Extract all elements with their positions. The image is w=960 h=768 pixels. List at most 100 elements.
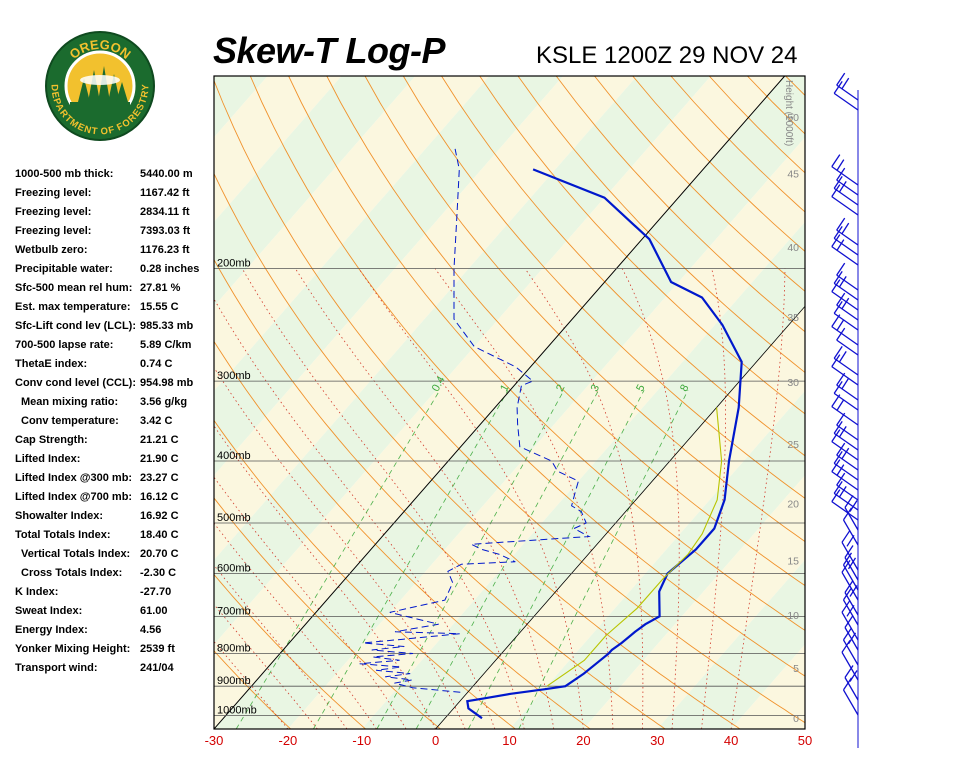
wind-barb — [833, 421, 859, 451]
mixing-ratio-line — [467, 390, 645, 729]
index-row: 700-500 lapse rate: 5.89 C/km — [15, 339, 215, 358]
wind-barb-flag — [836, 159, 845, 171]
dewpoint-trace — [359, 148, 591, 693]
index-label: Sfc-Lift cond lev (LCL): — [15, 320, 136, 332]
index-label: Cross Totals Index: — [21, 567, 123, 579]
mixing-ratio-line — [376, 390, 565, 729]
index-row: Lifted Index: 21.90 C — [15, 453, 215, 472]
index-value: 16.12 C — [140, 491, 179, 503]
temperature-band — [583, 475, 805, 729]
wind-barb-shaft — [842, 639, 859, 666]
index-label: Yonker Mixing Height: — [15, 643, 131, 655]
temperature-tick-label: -30 — [205, 733, 224, 748]
wind-barb-flag — [838, 351, 847, 363]
index-value: 2539 ft — [140, 643, 175, 655]
wind-barb-shaft — [836, 339, 859, 356]
wind-barb-flag — [841, 559, 851, 573]
dry-adiabat — [249, 76, 805, 677]
dry-adiabat — [900, 76, 960, 729]
index-row: Precipitable water: 0.28 inches — [15, 263, 215, 282]
wind-barb — [831, 279, 859, 311]
moist-adiabat — [434, 268, 614, 729]
index-value: 16.92 C — [140, 510, 179, 522]
index-value: 241/04 — [140, 662, 174, 674]
index-label: 700-500 lapse rate: — [15, 339, 114, 351]
wind-barb-flag — [842, 507, 853, 521]
mixing-ratio-line — [415, 390, 599, 729]
index-label: Freezing level: — [15, 225, 92, 237]
pressure-label: 200mb — [217, 258, 251, 270]
wind-barb-shaft — [831, 246, 859, 266]
index-row: Sweat Index: 61.00 — [15, 605, 215, 624]
height-tick-label: 35 — [787, 312, 799, 324]
index-value: 61.00 — [140, 605, 168, 617]
index-label: Vertical Totals Index: — [21, 548, 131, 560]
index-row: Total Totals Index: 18.40 C — [15, 529, 215, 548]
wind-barb — [836, 442, 859, 471]
wind-barb — [841, 599, 859, 641]
index-label: Sweat Index: — [15, 605, 83, 617]
index-value: 1176.23 ft — [140, 244, 190, 256]
index-label: Energy Index: — [15, 624, 88, 636]
station-time-label: KSLE 1200Z 29 NOV 24 — [536, 42, 798, 69]
zero-isotherm-line — [435, 305, 805, 729]
wind-barb-shaft — [833, 357, 859, 376]
wind-barb-flag — [833, 481, 843, 494]
wind-barb — [831, 184, 859, 216]
temperature-tick-label: -10 — [352, 733, 371, 748]
mixing-ratio-label: 5 — [634, 383, 647, 394]
wind-barb-shaft — [841, 611, 859, 641]
wind-barb-flag — [847, 557, 857, 570]
wind-barb — [831, 354, 859, 386]
oregon-department-of-forestry-logo: OREGON DEPARTMENT OF FORESTRY — [45, 31, 155, 141]
wind-barb-flag — [836, 472, 846, 486]
dry-adiabat — [214, 419, 516, 729]
index-value: 0.74 C — [140, 358, 173, 370]
wind-barb-flag — [842, 552, 853, 566]
isotherm-line — [214, 76, 786, 729]
temperature-band — [0, 76, 120, 729]
index-row: Lifted Index @700 mb: 16.12 C — [15, 491, 215, 510]
index-row: Est. max temperature: 15.55 C — [15, 301, 215, 320]
stability-indices-panel: 1000-500 mb thick: 5440.00 m Freezing leve… — [15, 168, 215, 681]
index-row: Wetbulb zero: 1176.23 ft — [15, 244, 215, 263]
wind-barb-flag — [836, 412, 846, 426]
dry-adiabat — [214, 650, 291, 729]
wind-barb-flag — [831, 314, 841, 327]
height-tick-label: 20 — [787, 498, 799, 510]
wind-barb-flag — [844, 665, 854, 678]
height-tick-label: 10 — [787, 610, 799, 622]
index-label: Freezing level: — [15, 187, 92, 199]
index-row: Vertical Totals Index: 20.70 C — [15, 548, 215, 567]
pressure-label: 500mb — [217, 512, 251, 524]
wind-barb — [833, 481, 859, 511]
wind-barb-flag — [831, 279, 841, 292]
wind-barb-shaft — [836, 274, 859, 291]
wind-barb-flag — [842, 677, 853, 691]
height-tick-label: 30 — [787, 377, 799, 389]
moist-adiabat — [730, 268, 786, 729]
wind-barb — [831, 154, 859, 186]
temperature-tick-label: 30 — [650, 733, 664, 748]
wind-barb-flag — [849, 500, 858, 512]
index-row: Conv cond level (CCL): 954.98 mb — [15, 377, 215, 396]
wind-barb-flag — [836, 464, 845, 476]
wind-barb-flag — [836, 262, 846, 276]
wind-barb-shaft — [844, 677, 859, 701]
height-tick-label: 5 — [793, 663, 799, 675]
index-label: Est. max temperature: — [15, 301, 131, 313]
wind-barb-shaft — [831, 196, 859, 216]
wind-barb-shaft — [833, 432, 859, 451]
wind-barb-flag — [836, 217, 846, 231]
index-row: Mean mixing ratio: 3.56 g/kg — [15, 396, 215, 415]
dry-adiabat — [214, 340, 591, 729]
wind-barb — [831, 234, 859, 266]
wind-barb — [841, 639, 859, 681]
index-value: 15.55 C — [140, 301, 179, 313]
dry-adiabat — [824, 76, 960, 729]
dry-adiabat — [326, 76, 805, 587]
pressure-label: 1000mb — [217, 705, 257, 717]
wind-barb-flag — [844, 545, 854, 558]
wind-barb-flag — [838, 426, 847, 438]
wind-barb-flag — [838, 181, 847, 193]
